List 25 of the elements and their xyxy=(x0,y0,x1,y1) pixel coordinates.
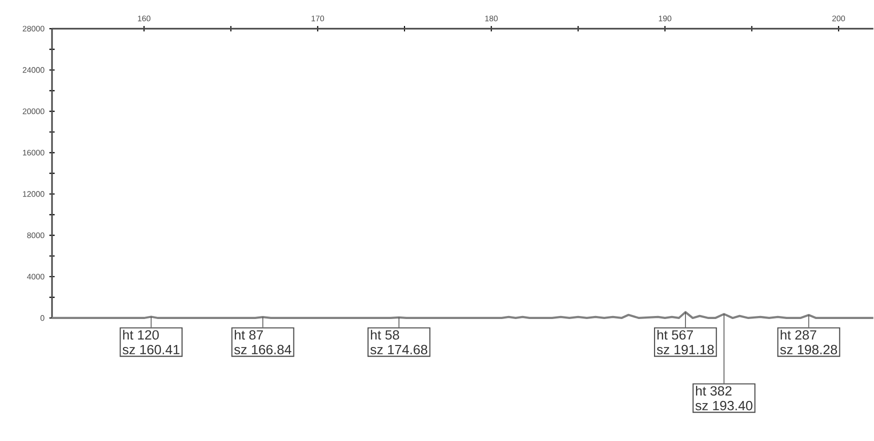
y-tick-label: 16000 xyxy=(22,150,44,156)
x-tick-label: 160 xyxy=(138,16,150,22)
y-tick-label: 20000 xyxy=(22,108,44,114)
y-tick-label: 12000 xyxy=(22,191,44,197)
y-tick-label: 24000 xyxy=(22,67,44,73)
annotation: ht 120 xyxy=(123,330,159,340)
text: sz 166.84 xyxy=(234,344,292,354)
y-tick-label: 28000 xyxy=(22,26,44,32)
annotation: ht 567 xyxy=(657,330,693,340)
text: sz 193.40 xyxy=(695,400,752,410)
annotation: ht 287 xyxy=(780,330,816,340)
text: sz 174.68 xyxy=(370,344,428,354)
text: sz 198.28 xyxy=(780,344,838,354)
annotation: ht 87 xyxy=(234,330,263,340)
annotation: ht 58 xyxy=(370,330,400,340)
y-tick-label: 8000 xyxy=(27,232,44,238)
x-tick-label: 200 xyxy=(832,16,845,22)
x-tick-label: 190 xyxy=(658,16,672,22)
annotation: ht 382 xyxy=(696,386,732,396)
x-tick-label: 170 xyxy=(312,16,324,22)
y-tick-label: 4000 xyxy=(27,274,44,280)
text: sz 160.41 xyxy=(122,344,180,354)
y-tick-label: 0 xyxy=(40,315,44,321)
x-tick-label: 180 xyxy=(485,16,498,22)
text: sz 191.18 xyxy=(656,344,714,354)
